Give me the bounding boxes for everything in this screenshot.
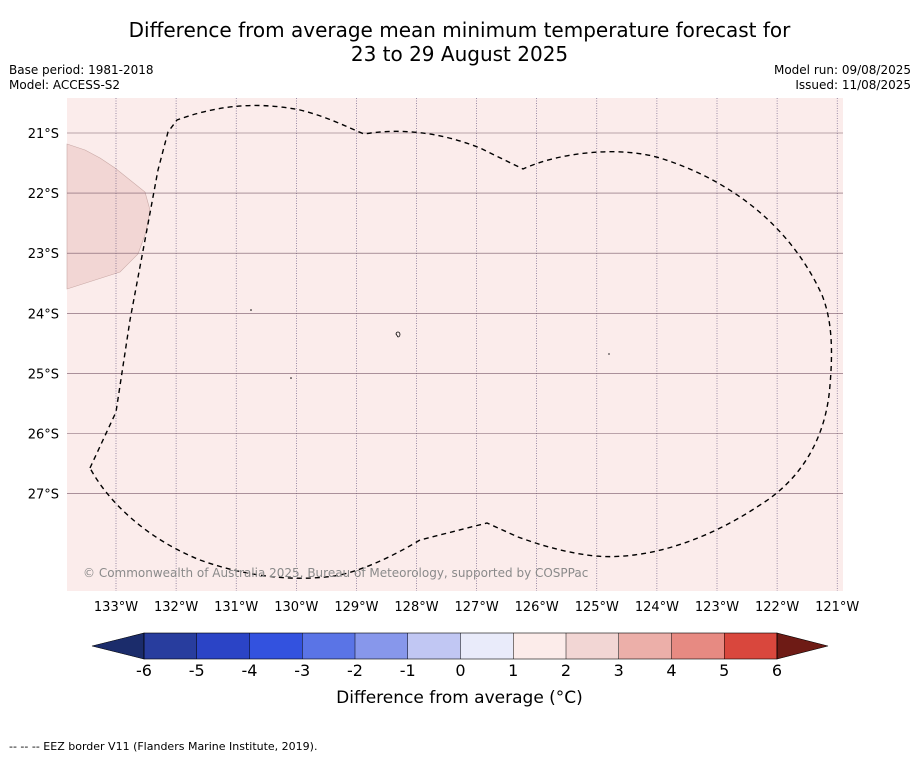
meta-left: Base period: 1981-2018 Model: ACCESS-S2 (9, 63, 154, 93)
colorbar-segment (460, 633, 514, 659)
lon-label: 122°W (755, 600, 799, 615)
colorbar-tick-label: 1 (508, 661, 518, 680)
lon-label: 126°W (515, 600, 559, 615)
base-period: Base period: 1981-2018 (9, 63, 154, 77)
lon-label: 131°W (214, 600, 258, 615)
anomaly-patch (66, 143, 151, 290)
lon-label: 128°W (394, 600, 438, 615)
colorbar-segment (355, 633, 408, 659)
lon-label: 125°W (575, 600, 619, 615)
lon-label: 127°W (455, 600, 499, 615)
graticule (67, 98, 843, 591)
colorbar-segment (249, 633, 303, 659)
lon-label: 129°W (334, 600, 378, 615)
lon-label: 132°W (154, 600, 198, 615)
colorbar-tick-label: -5 (189, 661, 205, 680)
map-background (67, 98, 843, 591)
title-line-1: Difference from average mean minimum tem… (128, 18, 791, 42)
issued-date: Issued: 11/08/2025 (795, 78, 911, 92)
model-run: Model run: 09/08/2025 (773, 63, 911, 77)
lon-label: 133°W (94, 600, 138, 615)
colorbar-tick-label: 4 (666, 661, 676, 680)
lon-label: 123°W (695, 600, 739, 615)
lat-label: 22°S (28, 187, 59, 202)
chart-title: Difference from average mean minimum tem… (0, 18, 919, 66)
colorbar-segment (144, 633, 197, 659)
island-3 (290, 377, 292, 379)
colorbar-tick-label: -3 (294, 661, 310, 680)
meta-right: Model run: 09/08/2025 Issued: 11/08/2025 (774, 63, 911, 93)
lat-label: 27°S (28, 488, 59, 503)
colorbar-tick-label: 6 (772, 661, 782, 680)
lat-label: 26°S (28, 428, 59, 443)
colorbar-tick-label: -2 (347, 661, 363, 680)
lat-label: 23°S (28, 247, 59, 262)
colorbar-tick-label: 2 (561, 661, 571, 680)
island-2 (395, 331, 401, 338)
lon-label: 124°W (635, 600, 679, 615)
copyright-text: © Commonwealth of Australia 2025, Bureau… (83, 566, 588, 580)
colorbar-tick-label: -1 (400, 661, 416, 680)
lon-label: 130°W (274, 600, 318, 615)
lon-label: 121°W (815, 600, 859, 615)
island-1 (250, 309, 252, 311)
colorbar-segment (513, 633, 566, 659)
title-line-2: 23 to 29 August 2025 (350, 42, 569, 66)
colorbar-segment (407, 633, 461, 659)
longitude-labels: 133°W 132°W 131°W 130°W 129°W 128°W 127°W 126°W… (94, 600, 860, 615)
lat-label: 24°S (28, 307, 59, 322)
colorbar-tick-label: 0 (455, 661, 465, 680)
latitude-labels: 21°S 22°S 23°S 24°S 25°S 26°S 27°S (28, 127, 59, 503)
colorbar: -6 -5 -4 -3 -2 -1 0 1 2 3 4 5 6 (91, 632, 829, 680)
colorbar-segment (724, 633, 777, 659)
colorbar-high-extension (776, 632, 829, 660)
colorbar-segment (671, 633, 725, 659)
colorbar-tick-label: -6 (136, 661, 152, 680)
colorbar-segment (566, 633, 619, 659)
footer-legend: -- -- -- EEZ border V11 (Flanders Marine… (9, 740, 318, 753)
colorbar-segment (302, 633, 355, 659)
colorbar-low-extension (91, 632, 145, 660)
colorbar-segment (618, 633, 672, 659)
model-name: Model: ACCESS-S2 (9, 78, 121, 92)
lat-label: 25°S (28, 367, 59, 382)
colorbar-label: Difference from average (°C) (336, 688, 583, 708)
colorbar-tick-label: -4 (242, 661, 258, 680)
lat-label: 21°S (28, 127, 59, 142)
colorbar-segment (196, 633, 250, 659)
colorbar-tick-label: 3 (614, 661, 624, 680)
colorbar-tick-label: 5 (719, 661, 729, 680)
